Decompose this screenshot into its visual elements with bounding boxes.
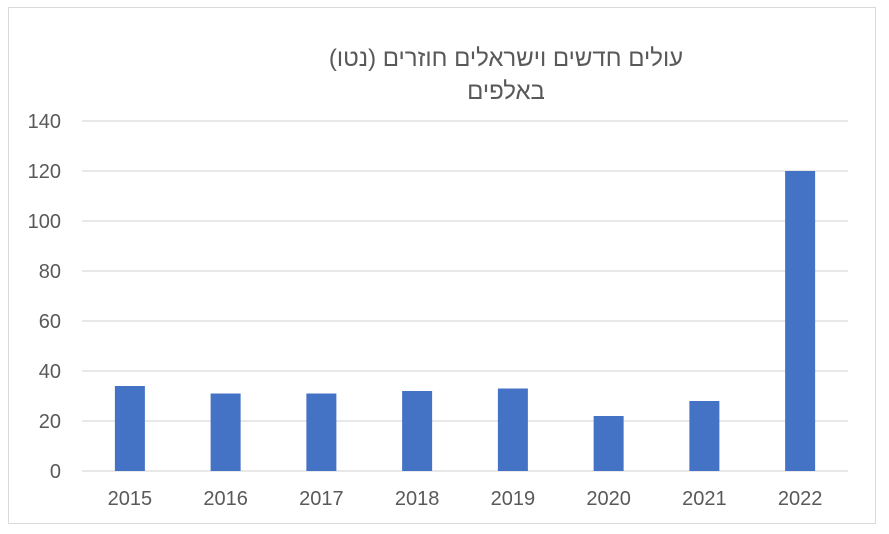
y-tick-label: 140 — [28, 111, 61, 133]
x-tick-label: 2022 — [778, 488, 823, 510]
chart-title-line-1: עולים חדשים וישראלים חוזרים (נטו) — [329, 45, 683, 72]
x-tick-label: 2021 — [682, 488, 727, 510]
y-tick-label: 0 — [50, 461, 61, 483]
bar-2022 — [785, 171, 816, 471]
y-tick-label: 40 — [39, 361, 61, 383]
y-tick-label: 100 — [28, 211, 61, 233]
bar-2017 — [306, 393, 337, 471]
x-tick-label: 2018 — [395, 488, 440, 510]
chart-title-line-2: באלפים — [467, 78, 545, 105]
x-tick-label: 2020 — [586, 488, 631, 510]
bar-2021 — [689, 401, 720, 471]
bar-2020 — [593, 416, 624, 471]
y-tick-label: 80 — [39, 261, 61, 283]
x-tick-label: 2017 — [299, 488, 344, 510]
y-tick-label: 20 — [39, 411, 61, 433]
x-axis-tick-labels: 2015 2016 2017 2018 2019 2020 2021 2022 — [108, 488, 823, 510]
bar-2015 — [114, 386, 145, 471]
x-tick-label: 2016 — [203, 488, 248, 510]
bar-2018 — [402, 391, 433, 471]
y-tick-label: 120 — [28, 161, 61, 183]
x-tick-label: 2015 — [108, 488, 153, 510]
bar-2016 — [210, 393, 241, 471]
bar-2019 — [497, 388, 528, 471]
chart-frame — [8, 7, 876, 524]
bars — [114, 171, 816, 471]
y-axis-tick-labels: 0 20 40 60 80 100 120 140 — [28, 111, 61, 483]
x-tick-label: 2019 — [491, 488, 536, 510]
y-tick-label: 60 — [39, 311, 61, 333]
gridlines — [82, 120, 848, 472]
